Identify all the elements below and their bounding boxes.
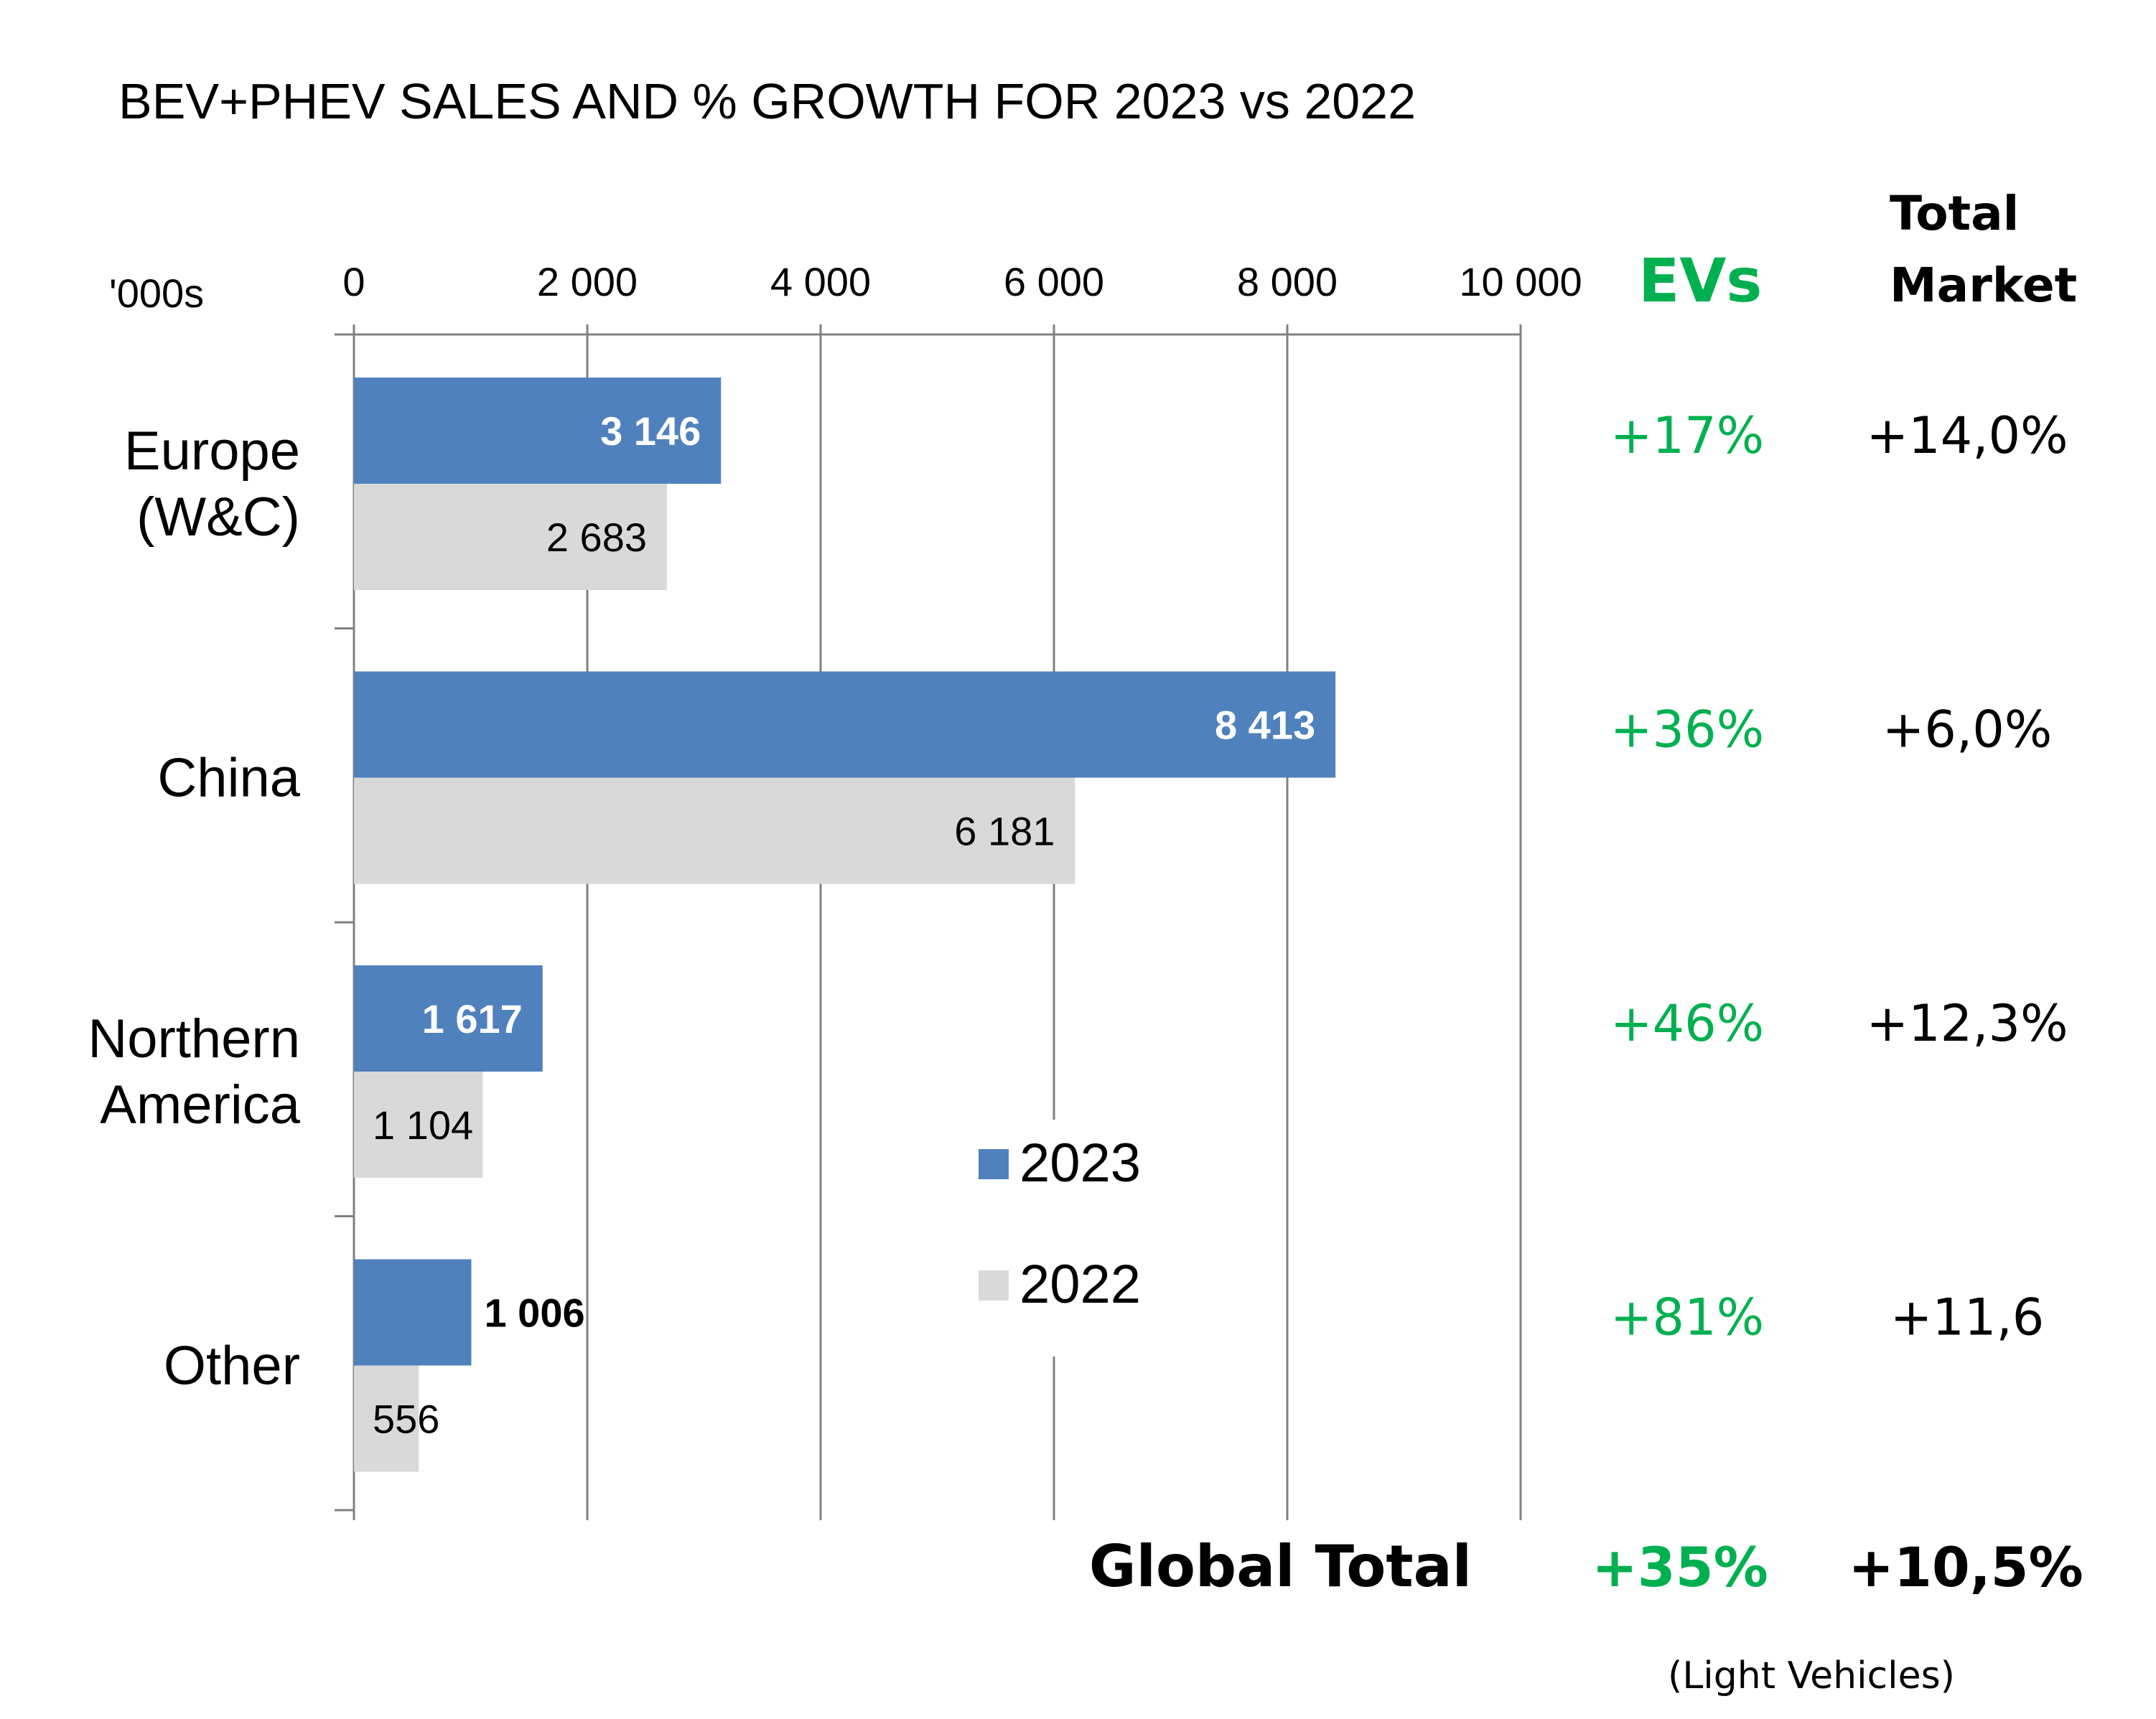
x-tick-labels: 0 2 000 4 000 6 000 8 000 10 000 (342, 259, 1582, 304)
data-label-2023: 3 146 (600, 408, 701, 454)
growth-rows: +17% +14,0% +36% +6,0% +46% +12,3% +81% +11,6 (1610, 406, 2068, 1347)
growth-table: EVs Total Market +17% +14,0% +36% +6,0% +46%… (1089, 186, 2083, 1697)
ev-growth-value: +17% (1610, 406, 1764, 465)
category-label: America (100, 1074, 300, 1135)
x-tick-label: 2 000 (537, 259, 638, 304)
bar-2022 (354, 1072, 483, 1178)
bar-2022 (354, 484, 667, 590)
data-label-2022: 1 104 (373, 1102, 473, 1148)
legend-label-2023: 2023 (1019, 1133, 1141, 1194)
bars: 3 146 2 683 8 413 6 181 1 617 1 104 1 006 556 (354, 378, 1336, 1472)
bar-2022 (354, 1365, 419, 1472)
global-ev-growth: +35% (1592, 1535, 1768, 1599)
market-header-line-2: Market (1890, 258, 2077, 313)
unit-label: '000s (109, 271, 204, 316)
category-label: Northern (88, 1008, 300, 1069)
market-growth-value: +6,0% (1882, 701, 2053, 759)
legend-swatch-2022 (979, 1270, 1009, 1301)
bar-2023 (354, 1259, 472, 1366)
global-total-label: Global Total (1089, 1533, 1472, 1600)
data-label-2023: 8 413 (1215, 703, 1315, 748)
category-label: Other (164, 1336, 300, 1397)
ev-growth-header: EVs (1638, 245, 1762, 316)
market-growth-value: +14,0% (1866, 406, 2068, 465)
market-growth-value: +12,3% (1866, 994, 2068, 1053)
bar-2022 (354, 777, 1075, 884)
global-market-growth: +10,5% (1848, 1535, 2083, 1599)
data-label-2023: 1 006 (484, 1291, 584, 1336)
data-label-2022: 556 (373, 1397, 439, 1442)
x-tick-label: 0 (342, 259, 365, 304)
data-label-2023: 1 617 (422, 996, 523, 1041)
chart-title: BEV+PHEV SALES AND % GROWTH FOR 2023 vs … (118, 73, 1416, 129)
x-tick-label: 4 000 (770, 259, 871, 304)
ev-growth-value: +36% (1610, 701, 1764, 759)
x-tick-label: 8 000 (1237, 259, 1338, 304)
market-growth-value: +11,6 (1890, 1288, 2045, 1347)
market-header-line-1: Total (1890, 186, 2019, 241)
data-label-2022: 2 683 (546, 515, 647, 560)
bar-2023 (354, 965, 543, 1072)
x-tick-label: 6 000 (1004, 259, 1104, 304)
category-label: China (157, 748, 300, 809)
x-tick-label: 10 000 (1459, 259, 1582, 304)
category-label: (W&C) (136, 487, 300, 548)
legend-swatch-2023 (979, 1149, 1009, 1179)
legend-label-2022: 2022 (1019, 1254, 1141, 1315)
ev-growth-value: +46% (1610, 994, 1764, 1053)
bar-2023 (354, 378, 722, 484)
ev-growth-value: +81% (1610, 1288, 1764, 1347)
legend: 2023 2022 (969, 1120, 1141, 1357)
data-label-2022: 6 181 (954, 809, 1055, 854)
category-label: Europe (124, 421, 300, 482)
footnote: (Light Vehicles) (1668, 1654, 1955, 1697)
bar-2023 (354, 671, 1336, 778)
